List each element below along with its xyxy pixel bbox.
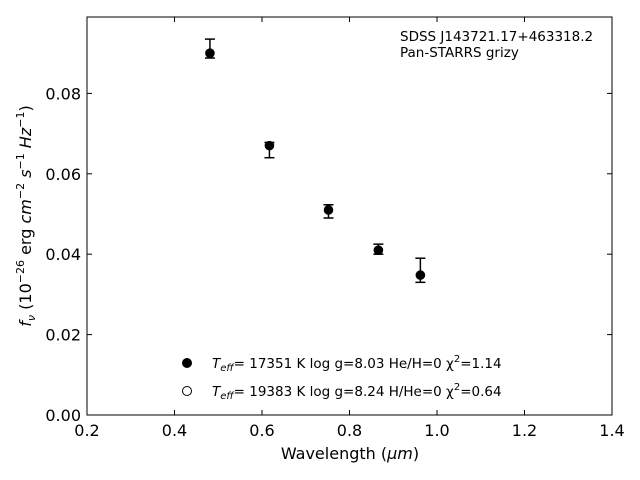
data-point-0-3 — [373, 243, 384, 255]
x-tick-label: 1.4 — [599, 421, 624, 440]
x-tick-label: 1.0 — [424, 421, 449, 440]
x-tick-label: 0.2 — [74, 421, 99, 440]
point-marker — [373, 245, 384, 255]
y-axis-label: fν (10−26 erg cm−2 s−1 Hz−1) — [14, 105, 38, 326]
y-tick-label: 0.04 — [45, 245, 81, 264]
data-point-0-0 — [204, 38, 215, 59]
legend-marker-open — [182, 386, 192, 396]
legend-entry-2: Teff= 19383 K log g=8.24 H/He=0 χ2=0.64 — [212, 382, 502, 402]
x-tick-label: 0.6 — [249, 421, 274, 440]
y-tick-label: 0.02 — [45, 326, 81, 345]
legend-entry-1: Teff= 17351 K log g=8.03 He/H=0 χ2=1.14 — [212, 354, 502, 374]
annotation-survey: Pan-STARRS grizy — [400, 45, 519, 61]
point-marker — [415, 270, 426, 280]
legend: Teff= 17351 K log g=8.03 He/H=0 χ2=1.14 … — [182, 354, 502, 402]
axis-tick-labels: 0.2 0.4 0.6 0.8 1.0 1.2 1.4 0.00 0.02 0.04 0.06 0.0… — [45, 84, 624, 440]
x-tick-label: 0.4 — [162, 421, 187, 440]
data-points — [204, 38, 426, 284]
x-axis-label: Wavelength (μm) — [281, 444, 419, 463]
axis-ticks — [86, 17, 613, 416]
point-marker — [205, 48, 215, 58]
annotation-object-name: SDSS J143721.17+463318.2 — [400, 29, 593, 45]
y-tick-label: 0.00 — [45, 406, 81, 425]
data-point-0-4 — [415, 257, 426, 284]
point-marker — [264, 140, 275, 151]
y-tick-label: 0.06 — [45, 165, 81, 184]
x-tick-label: 1.2 — [512, 421, 537, 440]
y-tick-label: 0.08 — [45, 84, 81, 103]
x-tick-label: 0.8 — [337, 421, 362, 440]
data-point-0-1 — [264, 140, 275, 159]
legend-marker-filled — [182, 358, 192, 368]
point-marker — [323, 205, 334, 215]
data-point-0-2 — [323, 203, 334, 219]
